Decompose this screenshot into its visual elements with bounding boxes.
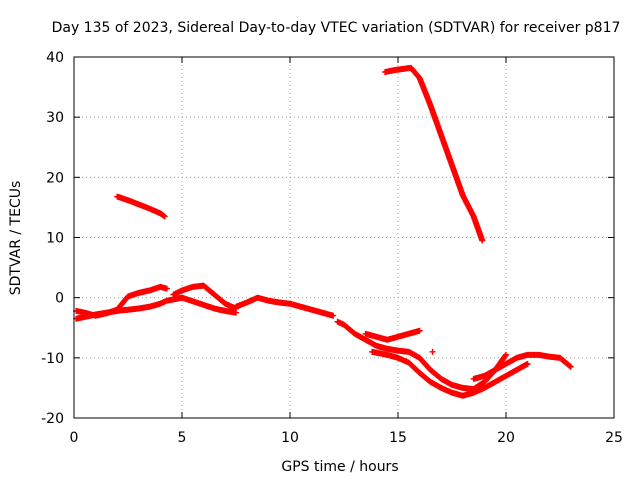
series-arc-low-7 <box>362 327 423 343</box>
y-tick-label: -10 <box>41 351 64 367</box>
data-point <box>330 312 337 319</box>
series-arc-low-4 <box>233 294 337 319</box>
series-arc-low-3 <box>170 282 239 312</box>
x-tick-label: 0 <box>70 430 79 446</box>
data-point <box>429 348 436 355</box>
data-point <box>567 363 574 370</box>
series-arc-low-5 <box>334 318 509 393</box>
x-tick-label: 10 <box>281 430 299 446</box>
x-tick-label: 5 <box>178 430 187 446</box>
x-tick-label: 25 <box>605 430 623 446</box>
data-point <box>479 237 486 244</box>
y-tick-label: 20 <box>46 170 64 186</box>
chart-title: Day 135 of 2023, Sidereal Day-to-day VTE… <box>52 20 621 36</box>
series-arc-low-6 <box>369 348 531 399</box>
data-point <box>163 285 170 292</box>
x-tick-label: 15 <box>389 430 407 446</box>
data-point <box>566 363 573 370</box>
series-arc-low-8 <box>470 351 574 382</box>
data-point <box>161 213 168 220</box>
series-arc-high-1 <box>114 193 168 220</box>
x-axis-label: GPS time / hours <box>281 459 398 475</box>
y-axis-label: SDTVAR / TECUs <box>8 181 24 296</box>
data-point <box>524 360 531 367</box>
plot-frame <box>73 56 615 419</box>
y-tick-label: 10 <box>46 231 64 247</box>
grid <box>74 57 614 418</box>
y-tick-label: 30 <box>46 110 64 126</box>
x-tick-label: 20 <box>497 430 515 446</box>
y-tick-label: 0 <box>55 291 64 307</box>
y-tick-label: 40 <box>46 50 64 66</box>
series-arc-low-2 <box>73 283 170 319</box>
series-arc-high-2 <box>382 64 486 244</box>
series-isolated <box>429 348 436 355</box>
data-point <box>503 351 509 358</box>
data-points <box>73 64 574 399</box>
data-point <box>416 327 423 334</box>
y-tick-label: -20 <box>41 411 64 427</box>
axis-ticks: 0 5 10 15 20 25 -20 -10 0 10 20 30 40 <box>41 50 623 446</box>
series-arc-low-1 <box>73 294 239 322</box>
